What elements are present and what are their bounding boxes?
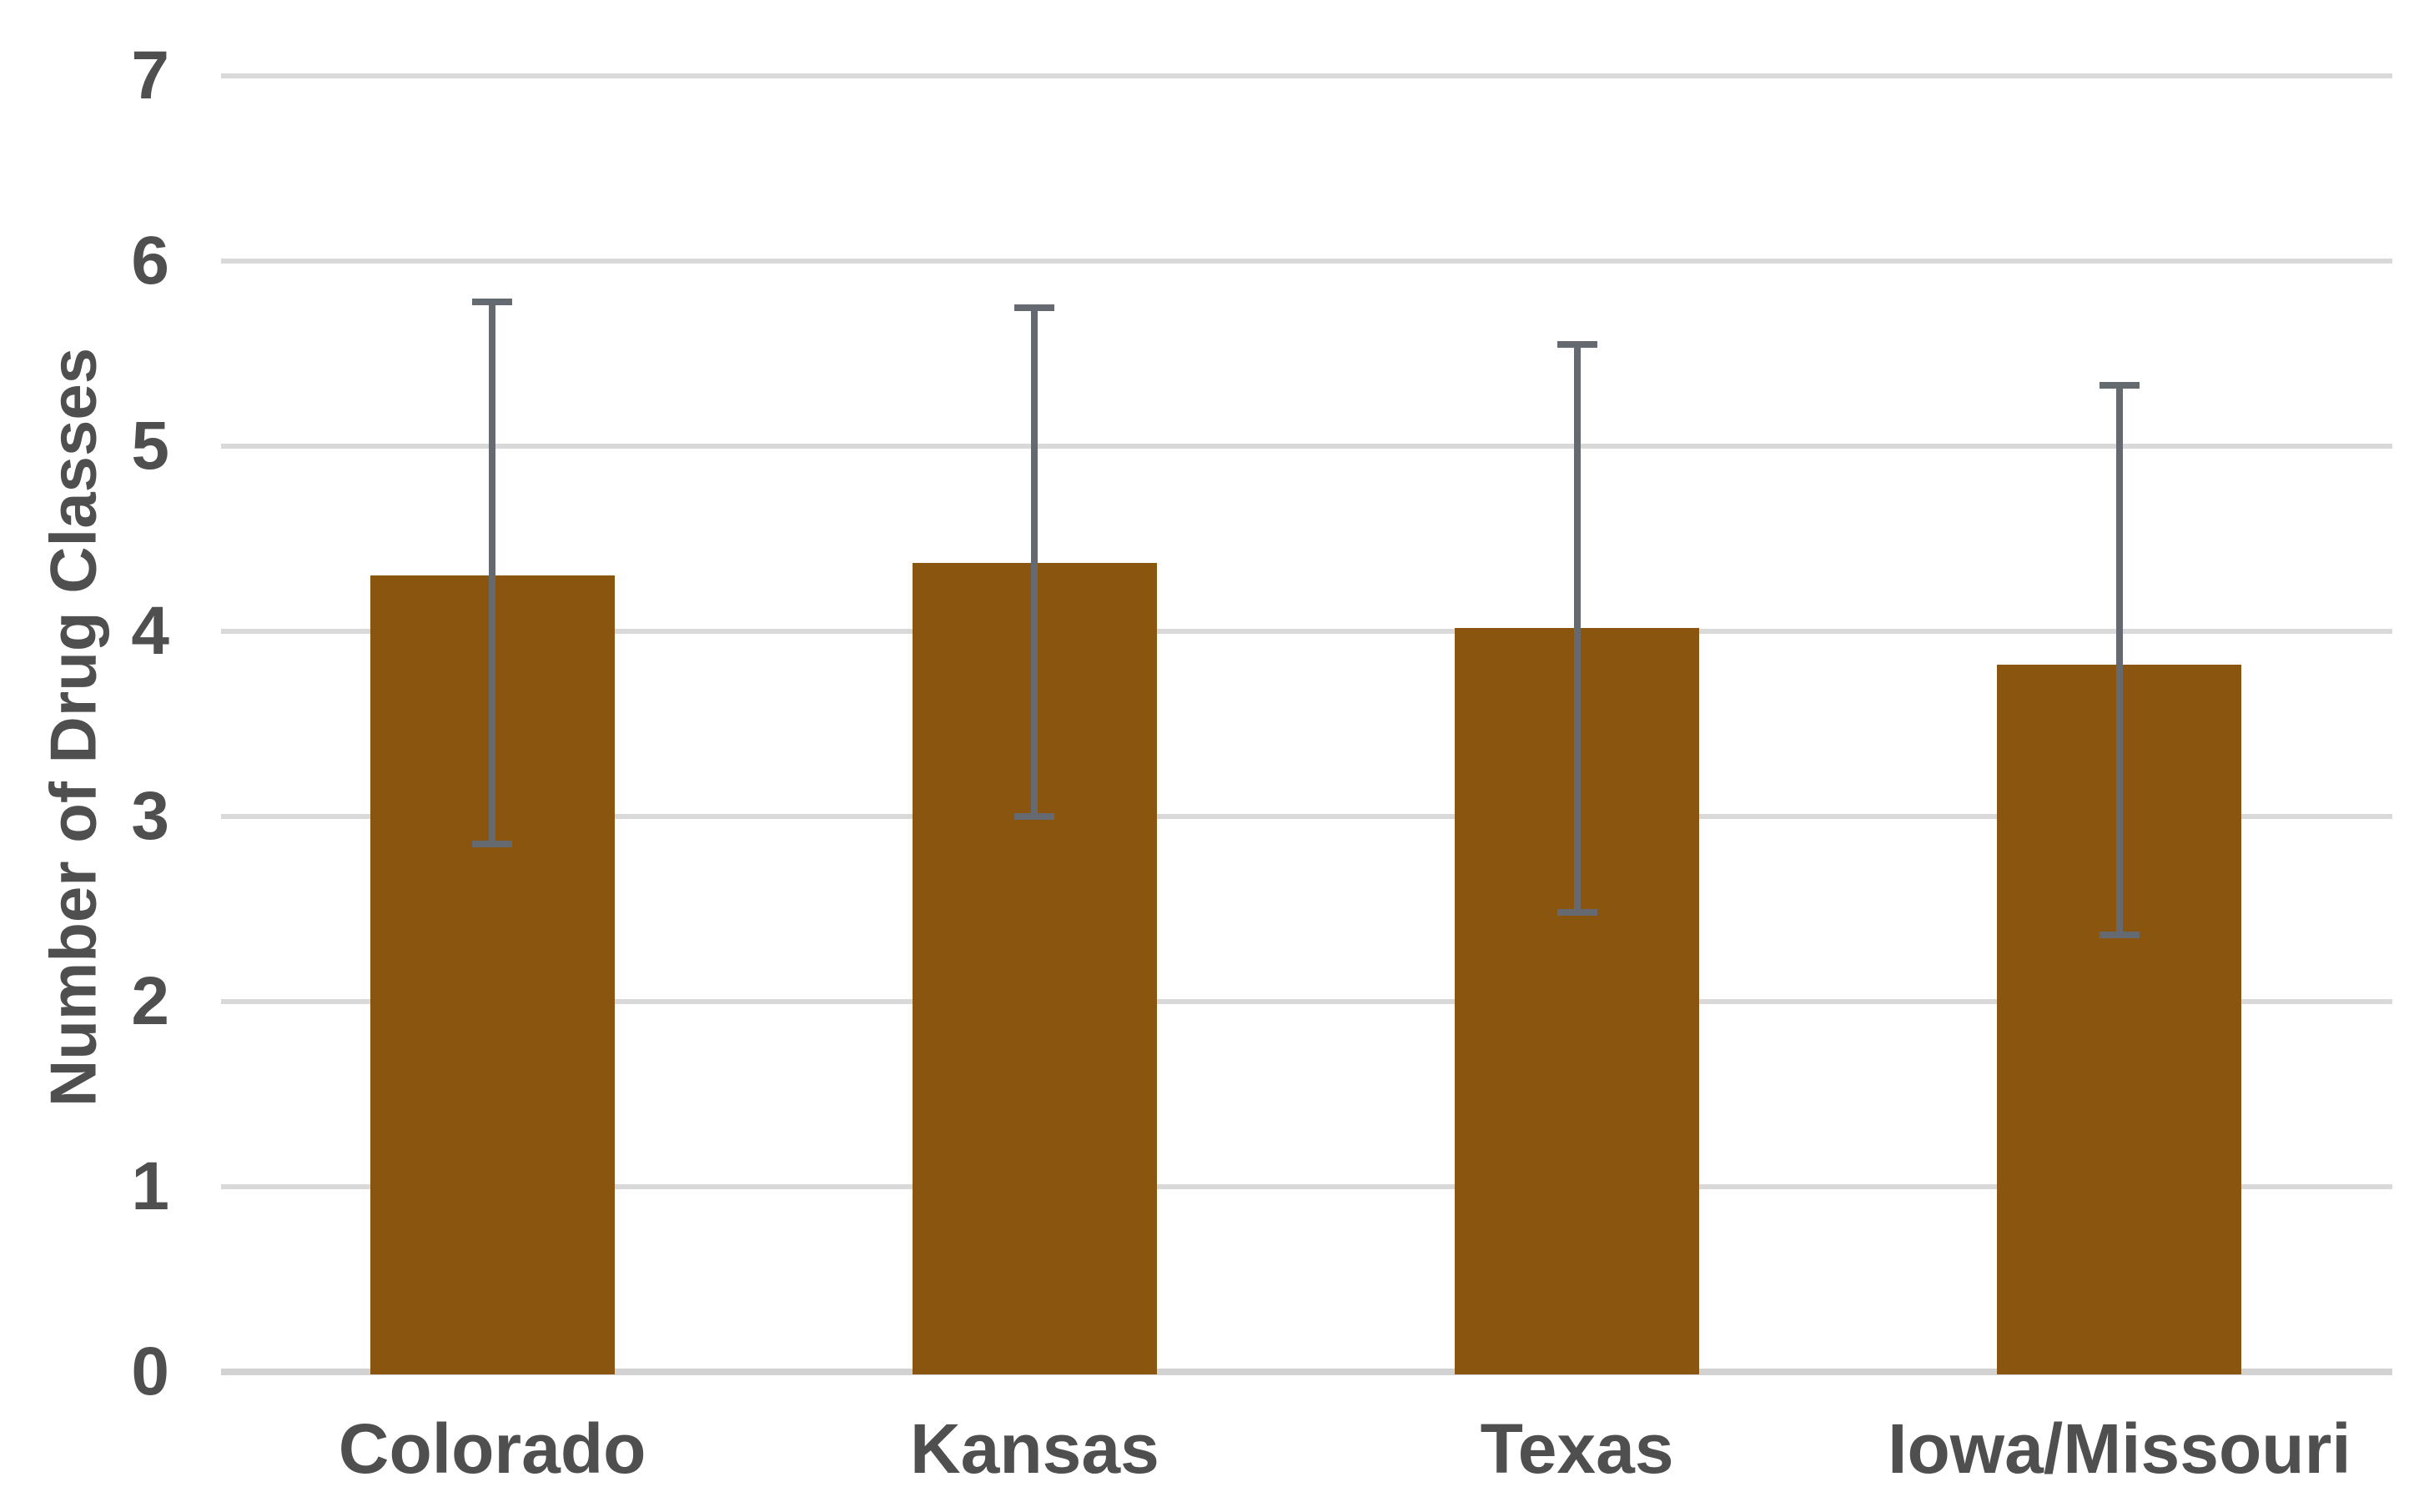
y-tick-label: 0 xyxy=(131,1334,169,1409)
error-bar-line-colorado xyxy=(489,301,496,845)
error-bar-line-iowa-missouri xyxy=(2115,384,2123,936)
gridline xyxy=(221,73,2392,78)
gridline xyxy=(221,259,2392,264)
error-bar-line-texas xyxy=(1573,344,1581,913)
x-axis-line xyxy=(221,1369,2392,1375)
y-tick-label: 3 xyxy=(131,778,169,854)
y-tick-label: 2 xyxy=(131,963,169,1039)
y-axis-title: Number of Drug Classes xyxy=(36,347,110,1108)
gridline xyxy=(221,999,2392,1004)
error-bar-lower-cap-texas xyxy=(1556,909,1597,917)
gridline xyxy=(221,814,2392,819)
error-bar-lower-cap-iowa-missouri xyxy=(2099,932,2140,939)
gridline xyxy=(221,1184,2392,1189)
error-bar-upper-cap-kansas xyxy=(1014,304,1055,311)
error-bar-line-kansas xyxy=(1031,307,1038,816)
y-tick-label: 6 xyxy=(131,223,169,299)
error-bar-upper-cap-texas xyxy=(1556,340,1597,348)
y-tick-label: 4 xyxy=(131,593,169,669)
x-axis-label-iowa-missouri: Iowa/Missouri xyxy=(1888,1409,2351,1488)
y-tick-label: 7 xyxy=(131,38,169,113)
error-bar-lower-cap-colorado xyxy=(472,841,513,848)
error-bar-upper-cap-colorado xyxy=(472,298,513,305)
gridline xyxy=(221,444,2392,449)
gridline xyxy=(221,629,2392,634)
x-axis-label-colorado: Colorado xyxy=(338,1409,646,1488)
error-bar-upper-cap-iowa-missouri xyxy=(2099,381,2140,389)
y-tick-label: 1 xyxy=(131,1148,169,1224)
y-tick-label: 5 xyxy=(131,408,169,484)
x-axis-label-kansas: Kansas xyxy=(909,1409,1159,1488)
x-axis-label-texas: Texas xyxy=(1480,1409,1674,1488)
error-bar-lower-cap-kansas xyxy=(1014,813,1055,820)
